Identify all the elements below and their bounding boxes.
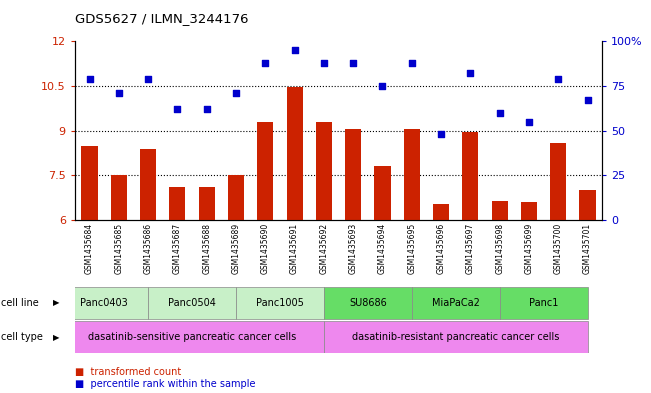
Point xyxy=(495,110,505,116)
Point xyxy=(406,60,417,66)
Bar xyxy=(433,204,449,220)
Bar xyxy=(316,122,332,220)
Point xyxy=(348,60,358,66)
Bar xyxy=(257,122,273,220)
Bar xyxy=(345,129,361,220)
Bar xyxy=(81,145,98,220)
Point xyxy=(465,70,476,77)
Text: cell type: cell type xyxy=(1,332,42,342)
Point xyxy=(289,47,299,53)
Text: ■  transformed count: ■ transformed count xyxy=(75,367,181,377)
Point xyxy=(260,60,271,66)
Point xyxy=(523,119,534,125)
Point xyxy=(553,76,564,82)
Bar xyxy=(140,149,156,220)
Bar xyxy=(462,132,478,220)
Text: Panc1005: Panc1005 xyxy=(256,298,304,308)
Bar xyxy=(199,187,215,220)
Bar xyxy=(492,201,508,220)
Text: Panc1: Panc1 xyxy=(529,298,559,308)
Bar xyxy=(324,287,412,319)
Bar xyxy=(579,190,596,220)
Text: cell line: cell line xyxy=(1,298,38,308)
Point xyxy=(231,90,242,96)
Bar xyxy=(148,287,236,319)
Bar xyxy=(111,175,127,220)
Point xyxy=(378,83,388,89)
Text: Panc0504: Panc0504 xyxy=(168,298,216,308)
Point xyxy=(319,60,329,66)
Text: ▶: ▶ xyxy=(53,299,60,307)
Bar xyxy=(286,87,303,220)
Point xyxy=(85,76,95,82)
Text: dasatinib-sensitive pancreatic cancer cells: dasatinib-sensitive pancreatic cancer ce… xyxy=(88,332,296,342)
Bar xyxy=(61,321,324,353)
Point xyxy=(202,106,212,112)
Text: MiaPaCa2: MiaPaCa2 xyxy=(432,298,480,308)
Point xyxy=(583,97,593,103)
Text: ▶: ▶ xyxy=(53,333,60,342)
Text: Panc0403: Panc0403 xyxy=(80,298,128,308)
Point xyxy=(436,131,447,138)
Bar xyxy=(169,187,186,220)
Text: dasatinib-resistant pancreatic cancer cells: dasatinib-resistant pancreatic cancer ce… xyxy=(352,332,559,342)
Bar xyxy=(500,287,588,319)
Bar xyxy=(404,129,420,220)
Bar xyxy=(550,143,566,220)
Point xyxy=(114,90,124,96)
Bar xyxy=(412,287,500,319)
Text: ■  percentile rank within the sample: ■ percentile rank within the sample xyxy=(75,379,255,389)
Text: SU8686: SU8686 xyxy=(349,298,387,308)
Text: GDS5627 / ILMN_3244176: GDS5627 / ILMN_3244176 xyxy=(75,12,249,25)
Bar xyxy=(324,321,588,353)
Bar xyxy=(228,175,244,220)
Bar xyxy=(374,167,391,220)
Point xyxy=(173,106,183,112)
Point xyxy=(143,76,154,82)
Bar xyxy=(521,202,537,220)
Bar xyxy=(61,287,148,319)
Bar xyxy=(236,287,324,319)
